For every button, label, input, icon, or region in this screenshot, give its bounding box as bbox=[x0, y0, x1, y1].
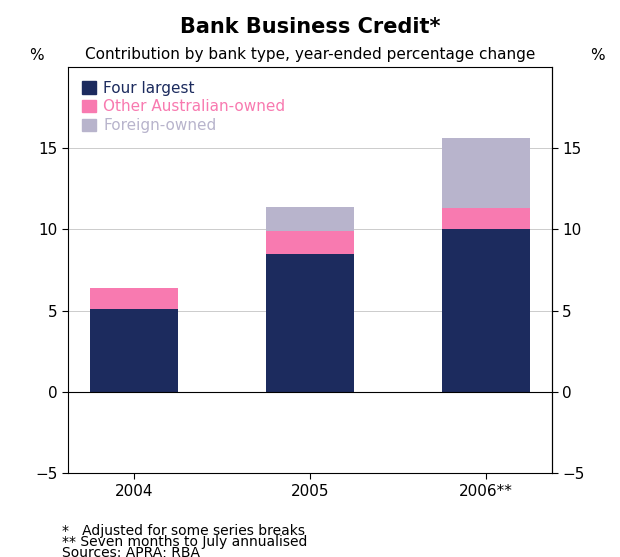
Text: ** Seven months to July annualised: ** Seven months to July annualised bbox=[62, 535, 308, 549]
Bar bbox=[90, 309, 178, 392]
Bar bbox=[266, 254, 354, 392]
Bar bbox=[442, 138, 530, 208]
Title: Contribution by bank type, year-ended percentage change: Contribution by bank type, year-ended pe… bbox=[85, 46, 535, 61]
Text: %: % bbox=[30, 48, 44, 63]
Text: Sources: APRA; RBA: Sources: APRA; RBA bbox=[62, 546, 200, 557]
Text: Bank Business Credit*: Bank Business Credit* bbox=[180, 17, 440, 37]
Bar bbox=[266, 231, 354, 254]
Bar bbox=[90, 288, 178, 309]
Bar bbox=[266, 207, 354, 231]
Legend: Four largest, Other Australian-owned, Foreign-owned: Four largest, Other Australian-owned, Fo… bbox=[76, 75, 291, 139]
Text: %: % bbox=[590, 48, 605, 63]
Text: *   Adjusted for some series breaks: * Adjusted for some series breaks bbox=[62, 524, 305, 538]
Bar bbox=[442, 208, 530, 229]
Bar bbox=[442, 229, 530, 392]
